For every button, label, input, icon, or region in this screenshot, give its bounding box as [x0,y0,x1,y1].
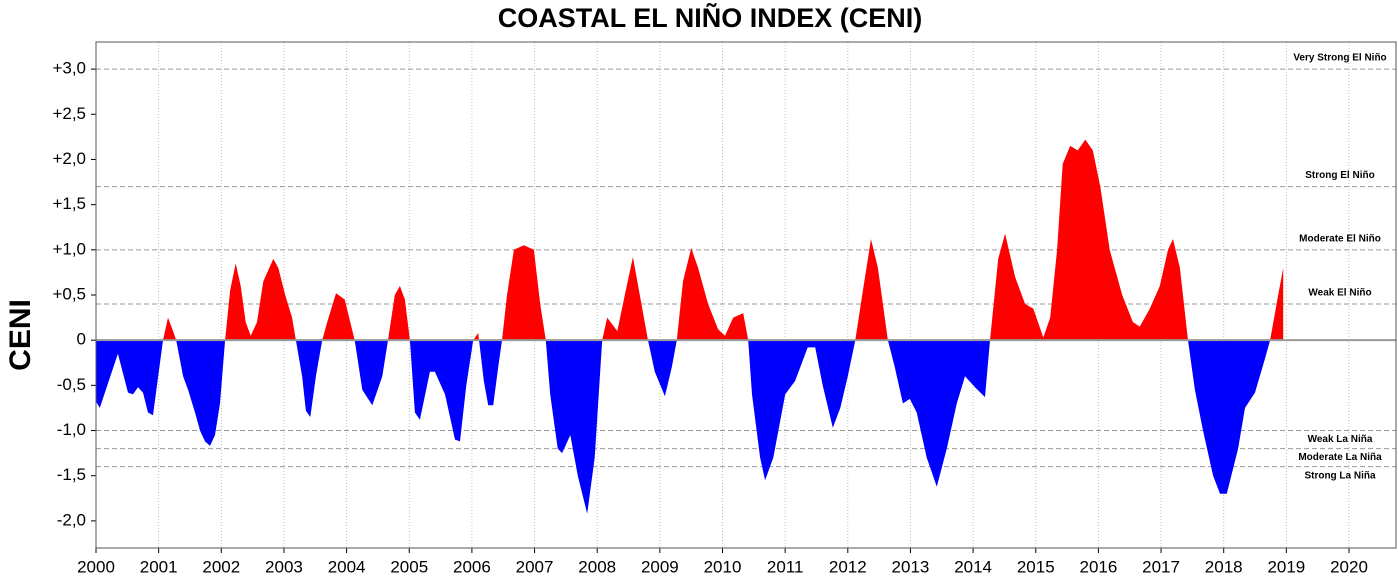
y-tick-label: +1,5 [52,194,86,213]
x-tick-label: 2002 [202,557,240,576]
x-tick-label: 2011 [767,557,804,576]
x-tick-label: 2009 [641,557,679,576]
y-tick-label: +0,5 [52,284,86,303]
area-negative [96,340,1284,514]
x-tick-label: 2001 [140,557,178,576]
threshold-label: Strong El Niño [1305,170,1374,181]
x-tick-label: 2012 [829,557,867,576]
x-tick-label: 2016 [1079,557,1117,576]
threshold-label: Weak El Niño [1308,288,1371,299]
x-tick-label: 2010 [704,557,742,576]
threshold-label: Strong La Niña [1304,470,1376,481]
y-tick-label: 0 [77,330,86,349]
x-tick-label: 2015 [1017,557,1055,576]
x-tick-label: 2019 [1267,557,1305,576]
x-tick-label: 2014 [954,557,992,576]
x-tick-label: 2020 [1330,557,1368,576]
chart-title: COASTAL EL NIÑO INDEX (CENI) [498,2,923,33]
x-tick-label: 2005 [390,557,428,576]
plot-frame [95,41,1397,549]
threshold-label: Moderate El Niño [1299,233,1381,244]
x-tick-label: 2018 [1205,557,1243,576]
area-positive [163,139,1284,341]
x-tick-label: 2017 [1142,557,1180,576]
threshold-label: Very Strong El Niño [1293,53,1386,64]
y-tick-label: +2,0 [52,149,86,168]
x-tick-label: 2004 [328,557,366,576]
x-tick-label: 2007 [516,557,554,576]
y-axis-label: CENI [4,299,37,371]
x-tick-label: 2006 [453,557,491,576]
y-tick-label: +3,0 [52,59,86,78]
y-tick-label: -0,5 [57,375,86,394]
threshold-label: Weak La Niña [1308,434,1373,445]
x-tick-label: 2003 [265,557,303,576]
y-tick-label: -1,0 [57,420,86,439]
y-tick-label: +2,5 [52,104,86,123]
y-tick-label: -1,5 [57,465,86,484]
x-tick-label: 2013 [892,557,930,576]
threshold-label: Moderate La Niña [1298,452,1382,463]
y-tick-label: -2,0 [57,510,86,529]
x-tick-label: 2000 [77,557,115,576]
y-tick-label: +1,0 [52,239,86,258]
x-tick-label: 2008 [578,557,616,576]
